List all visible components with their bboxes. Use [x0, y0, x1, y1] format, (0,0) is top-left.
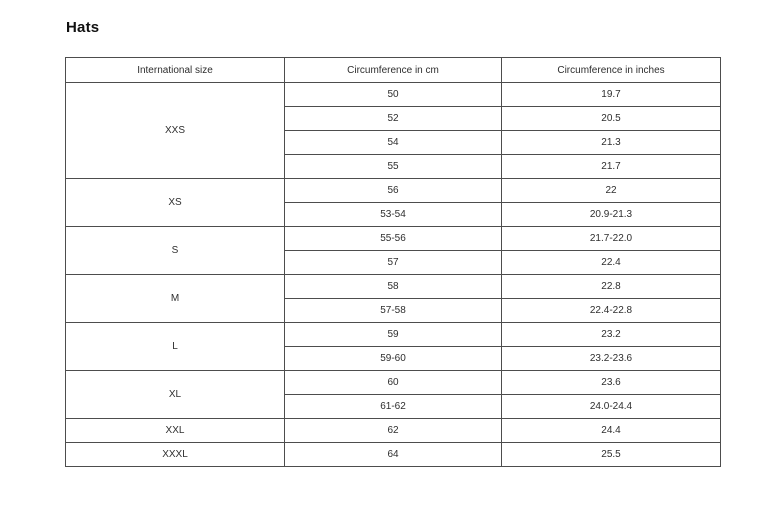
cm-cell: 56	[284, 178, 502, 203]
header-circumference-inches: Circumference in inches	[501, 57, 721, 83]
cm-cell: 50	[284, 82, 502, 107]
inches-cell: 19.7	[501, 82, 721, 107]
size-cell: XXS	[65, 82, 285, 179]
table-row: 57-58 22.4-22.8	[66, 298, 721, 323]
table-row: XXL 62 24.4	[65, 418, 721, 443]
cm-cell: 64	[284, 442, 502, 467]
size-cell: M	[65, 274, 285, 323]
table-row: 59-60 23.2-23.6	[66, 346, 721, 371]
table-row: XS 56 22	[65, 178, 721, 227]
inches-cell: 21.7	[501, 154, 721, 179]
header-international-size: International size	[65, 57, 285, 83]
inches-cell: 23.2-23.6	[501, 346, 721, 371]
cm-cell: 61-62	[284, 394, 502, 419]
inches-cell: 21.7-22.0	[501, 226, 721, 251]
table-row: 54 21.3	[66, 130, 721, 155]
table-row: 52 20.5	[66, 106, 721, 131]
size-cell: XS	[65, 178, 285, 227]
table-row: 53-54 20.9-21.3	[66, 202, 721, 227]
table-row: XXXL 64 25.5	[65, 442, 721, 467]
size-cell: XXL	[65, 418, 285, 443]
inches-cell: 23.6	[501, 370, 721, 395]
table-row: XXS 50 19.7	[65, 82, 721, 179]
size-cell: XXXL	[65, 442, 285, 467]
table-row: XL 60 23.6	[65, 370, 721, 419]
inches-cell: 22.8	[501, 274, 721, 299]
table-row: 61-62 24.0-24.4	[66, 394, 721, 419]
inches-cell: 24.4	[501, 418, 721, 443]
cm-cell: 53-54	[284, 202, 502, 227]
cm-cell: 55-56	[284, 226, 502, 251]
inches-cell: 20.9-21.3	[501, 202, 721, 227]
cm-cell: 59	[284, 322, 502, 347]
inches-cell: 22.4	[501, 250, 721, 275]
hats-size-table: International size Circumference in cm C…	[65, 57, 721, 467]
inches-cell: 24.0-24.4	[501, 394, 721, 419]
table-row: L 59 23.2	[65, 322, 721, 371]
table-row: 57 22.4	[66, 250, 721, 275]
table-row: M 58 22.8	[65, 274, 721, 323]
cm-cell: 58	[284, 274, 502, 299]
table-body: XXS 50 19.7 52 20.5 54 21.3 55 21.7 XS 56 22 53-54 20…	[65, 82, 721, 467]
size-cell: S	[65, 226, 285, 275]
cm-cell: 62	[284, 418, 502, 443]
inches-cell: 22.4-22.8	[501, 298, 721, 323]
inches-cell: 25.5	[501, 442, 721, 467]
inches-cell: 22	[501, 178, 721, 203]
cm-cell: 54	[284, 130, 502, 155]
inches-cell: 23.2	[501, 322, 721, 347]
header-circumference-cm: Circumference in cm	[284, 57, 502, 83]
size-cell: L	[65, 322, 285, 371]
size-cell: XL	[65, 370, 285, 419]
header-row: International size Circumference in cm C…	[65, 57, 721, 83]
cm-cell: 57-58	[284, 298, 502, 323]
inches-cell: 20.5	[501, 106, 721, 131]
inches-cell: 21.3	[501, 130, 721, 155]
cm-cell: 52	[284, 106, 502, 131]
table-row: 55 21.7	[66, 154, 721, 179]
cm-cell: 59-60	[284, 346, 502, 371]
page-title: Hats	[66, 19, 100, 36]
cm-cell: 60	[284, 370, 502, 395]
cm-cell: 57	[284, 250, 502, 275]
cm-cell: 55	[284, 154, 502, 179]
table-row: S 55-56 21.7-22.0	[65, 226, 721, 275]
